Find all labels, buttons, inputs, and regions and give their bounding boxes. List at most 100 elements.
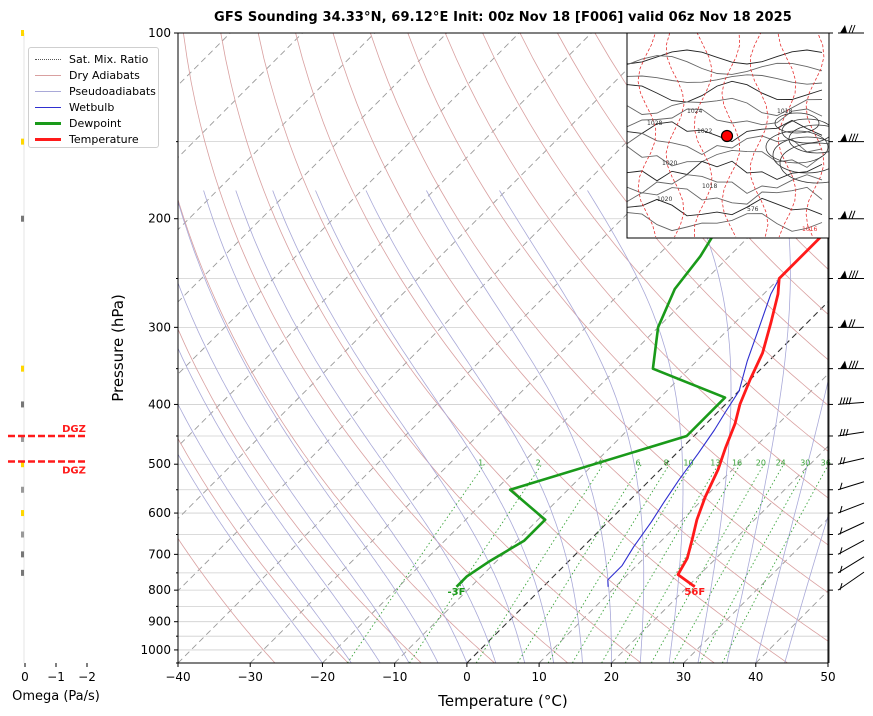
wind-barb xyxy=(837,571,865,591)
isotherm xyxy=(178,33,303,159)
pseudoadiabat xyxy=(755,379,828,663)
x-tick-label: 50 xyxy=(820,670,835,684)
map-contour xyxy=(627,49,823,65)
mixing-ratio-line xyxy=(547,463,670,663)
barb-staff xyxy=(837,401,865,405)
x-tick-label: −30 xyxy=(238,670,263,684)
map-isobar-label: 1022 xyxy=(697,128,712,135)
map-thickness-contour xyxy=(693,33,713,238)
y-tick-label: 1000 xyxy=(140,643,171,657)
legend-item: Dewpoint xyxy=(35,115,158,131)
mixing-ratio-line xyxy=(517,463,642,663)
legend-item: Wetbulb xyxy=(35,99,158,115)
mixing-ratio-line xyxy=(409,463,543,663)
wetbulb-line xyxy=(607,228,828,587)
barb-feather xyxy=(851,270,856,279)
barb-flag xyxy=(840,270,847,279)
barb-feather xyxy=(851,360,856,369)
omega-bar xyxy=(21,401,24,408)
x-tick-label: 30 xyxy=(676,670,691,684)
map-isobar-label: 1028 xyxy=(647,120,662,127)
map-contour xyxy=(627,160,823,182)
map-isobar-label: 1018 xyxy=(777,108,792,115)
x-tick-label: 20 xyxy=(604,670,619,684)
omega-bar xyxy=(21,30,24,36)
pseudoadiabat xyxy=(365,190,583,663)
map-contour xyxy=(627,108,823,128)
dry-adiabat xyxy=(295,33,788,663)
legend-swatch-wetbulb xyxy=(35,106,61,108)
mixing-ratio-label: 6 xyxy=(636,459,641,468)
isotherm xyxy=(178,33,592,447)
map-isobar-label: 576 xyxy=(747,206,759,213)
wind-barb xyxy=(837,522,865,535)
map-contour xyxy=(627,97,823,117)
isotherm xyxy=(178,33,448,303)
barb-feather xyxy=(851,133,856,142)
y-tick-label: 300 xyxy=(148,320,171,334)
y-tick-label: 400 xyxy=(148,397,171,411)
dgz-label: DGZ xyxy=(62,424,86,435)
barb-feather xyxy=(848,360,853,369)
omega-bar xyxy=(21,138,24,145)
map-contour xyxy=(627,186,823,205)
legend-item: Pseudoadiabats xyxy=(35,83,158,99)
legend-swatch-sat-mix-ratio xyxy=(35,58,61,60)
omega-bar xyxy=(21,365,24,372)
wind-barb xyxy=(838,360,864,370)
barb-staff xyxy=(837,502,865,514)
mixing-ratio-line xyxy=(699,463,809,663)
barb-feather xyxy=(848,319,853,328)
map-isobar-label: 1024 xyxy=(687,108,702,115)
wind-barb xyxy=(837,481,865,491)
mixing-ratio-line xyxy=(721,464,828,663)
map-contour xyxy=(627,174,823,194)
legend-label: Dewpoint xyxy=(69,116,122,130)
map-contour xyxy=(627,74,823,85)
omega-tick-label: −1 xyxy=(47,670,65,684)
dgz-label: DGZ xyxy=(62,466,86,477)
inset-map xyxy=(627,33,829,238)
map-isobar-cluster xyxy=(765,130,829,164)
wind-barb xyxy=(837,428,865,437)
isotherm xyxy=(827,662,828,663)
legend-label: Pseudoadiabats xyxy=(69,84,156,98)
sounding-location-marker xyxy=(720,129,734,143)
barb-feather xyxy=(839,527,843,535)
y-tick-label: 800 xyxy=(148,583,171,597)
pseudoadiabat xyxy=(235,190,497,663)
pseudoadiabat xyxy=(203,190,468,663)
x-tick-label: −10 xyxy=(382,670,407,684)
omega-bar xyxy=(21,486,24,493)
dry-adiabat xyxy=(178,537,276,663)
omega-tick-label: 0 xyxy=(21,670,29,684)
mixing-ratio-line xyxy=(624,463,741,663)
legend-swatch-dry-adiabats xyxy=(35,74,61,76)
wind-barb xyxy=(837,502,865,514)
barb-feather xyxy=(848,270,853,279)
barb-flag xyxy=(840,25,847,33)
pseudoadiabat xyxy=(178,199,439,663)
map-contour xyxy=(627,212,823,232)
omega-bar xyxy=(21,435,24,442)
dry-adiabat xyxy=(444,33,828,499)
map-thickness-contour xyxy=(749,33,769,238)
pseudoadiabat xyxy=(272,190,526,663)
dry-adiabat xyxy=(557,33,828,361)
omega-axis-label: Omega (Pa/s) xyxy=(12,689,100,704)
barb-staff xyxy=(837,522,865,535)
omega-bar xyxy=(21,461,24,468)
dry-adiabat xyxy=(178,198,495,663)
map-contour xyxy=(627,55,823,75)
omega-bar xyxy=(21,510,24,517)
isotherm xyxy=(178,33,664,520)
barb-feather xyxy=(851,319,856,328)
barb-feather xyxy=(845,428,849,437)
barb-staff xyxy=(837,571,865,591)
barb-feather xyxy=(839,428,843,437)
legend-label: Wetbulb xyxy=(69,100,115,114)
mixing-ratio-label: 13 xyxy=(710,459,720,468)
map-thickness-contour xyxy=(721,33,741,238)
